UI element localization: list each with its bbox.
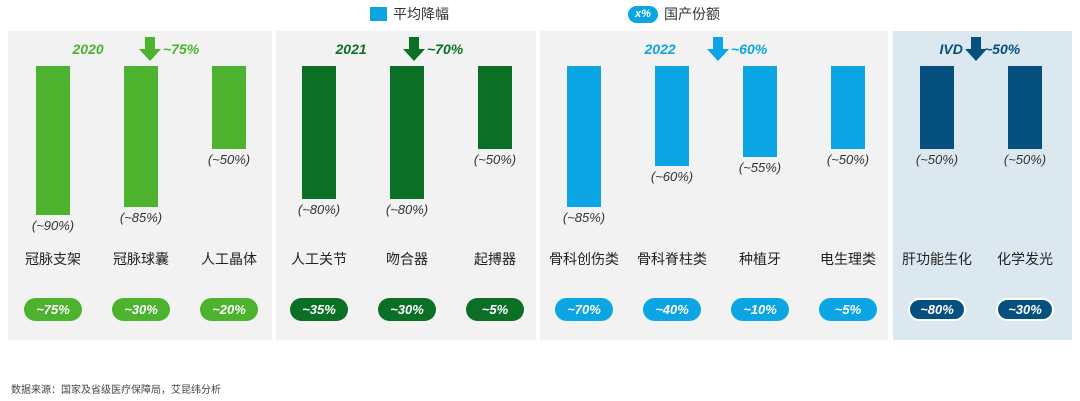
group-avg-drop: ~70% — [427, 41, 464, 57]
legend-label-share: 国产份额 — [664, 6, 720, 22]
category-label: 电生理类 — [820, 251, 876, 267]
bar — [478, 66, 512, 149]
down-arrow-icon — [139, 37, 161, 61]
share-badge: ~80% — [908, 298, 966, 321]
legend-share-badge: x% — [628, 5, 658, 23]
bar — [831, 66, 865, 149]
share-badge: ~35% — [290, 298, 348, 321]
legend-item-share: x% 国产份额 — [628, 4, 720, 24]
category-label: 骨科创伤类 — [549, 251, 619, 267]
bar — [302, 66, 336, 199]
down-arrow-icon — [403, 37, 425, 61]
bar — [212, 66, 246, 149]
bar-value-label: (~90%) — [31, 218, 75, 234]
group-title: 2021 — [335, 41, 367, 57]
category-label: 人工晶体 — [201, 251, 257, 267]
down-arrow-icon — [707, 37, 729, 61]
bar-value-label: (~60%) — [650, 168, 694, 184]
group-avg-drop: ~75% — [163, 41, 200, 57]
bar-value-label: (~85%) — [119, 210, 163, 226]
bar — [567, 66, 601, 208]
bar-value-label: (~55%) — [738, 160, 782, 176]
share-badge: ~10% — [731, 298, 789, 321]
legend-label-avg-drop: 平均降幅 — [393, 6, 449, 22]
category-label: 起搏器 — [474, 251, 516, 267]
bar — [743, 66, 777, 158]
legend-item-avg-drop: 平均降幅 — [370, 4, 449, 24]
bar-value-label: (~50%) — [207, 152, 251, 167]
share-badge: ~20% — [200, 298, 258, 321]
share-badge: ~30% — [112, 298, 170, 321]
share-badge: ~5% — [819, 298, 877, 321]
bar-value-label: (~80%) — [385, 201, 429, 217]
category-label: 骨科脊柱类 — [637, 251, 707, 267]
category-label: 肝功能生化 — [902, 251, 972, 267]
share-badge: ~30% — [996, 298, 1054, 321]
legend-swatch — [370, 7, 387, 21]
group-avg-drop: ~50% — [984, 41, 1021, 57]
bar-value-label: (~80%) — [297, 201, 341, 217]
bar-value-label: (~50%) — [915, 152, 959, 167]
group-title: 2022 — [644, 41, 676, 57]
category-label: 冠脉支架 — [25, 251, 81, 267]
bar — [390, 66, 424, 199]
share-badge: ~40% — [643, 298, 701, 321]
share-badge: ~75% — [24, 298, 82, 321]
bar-value-label: (~50%) — [826, 152, 870, 167]
category-label: 种植牙 — [739, 251, 781, 267]
category-label: 人工关节 — [291, 251, 347, 267]
bar — [124, 66, 158, 208]
share-badge: ~5% — [466, 298, 524, 321]
group-avg-drop: ~60% — [731, 41, 768, 57]
bar-value-label: (~50%) — [473, 152, 517, 167]
category-label: 冠脉球囊 — [113, 251, 169, 267]
category-label: 吻合器 — [386, 251, 428, 267]
group-title: 2020 — [72, 41, 104, 57]
bar — [36, 66, 70, 216]
source-note: 数据来源：国家及省级医疗保障局，艾昆纬分析 — [11, 385, 221, 396]
down-arrow-icon — [965, 37, 987, 61]
group-title: IVD — [939, 41, 963, 57]
legend: 平均降幅 x% 国产份额 — [0, 4, 1080, 24]
bar — [920, 66, 954, 149]
bar-value-label: (~85%) — [562, 210, 606, 226]
bar — [1008, 66, 1042, 149]
share-badge: ~30% — [378, 298, 436, 321]
share-badge: ~70% — [555, 298, 613, 321]
category-label: 化学发光 — [997, 251, 1053, 267]
bar — [655, 66, 689, 166]
bar-value-label: (~50%) — [1003, 152, 1047, 167]
